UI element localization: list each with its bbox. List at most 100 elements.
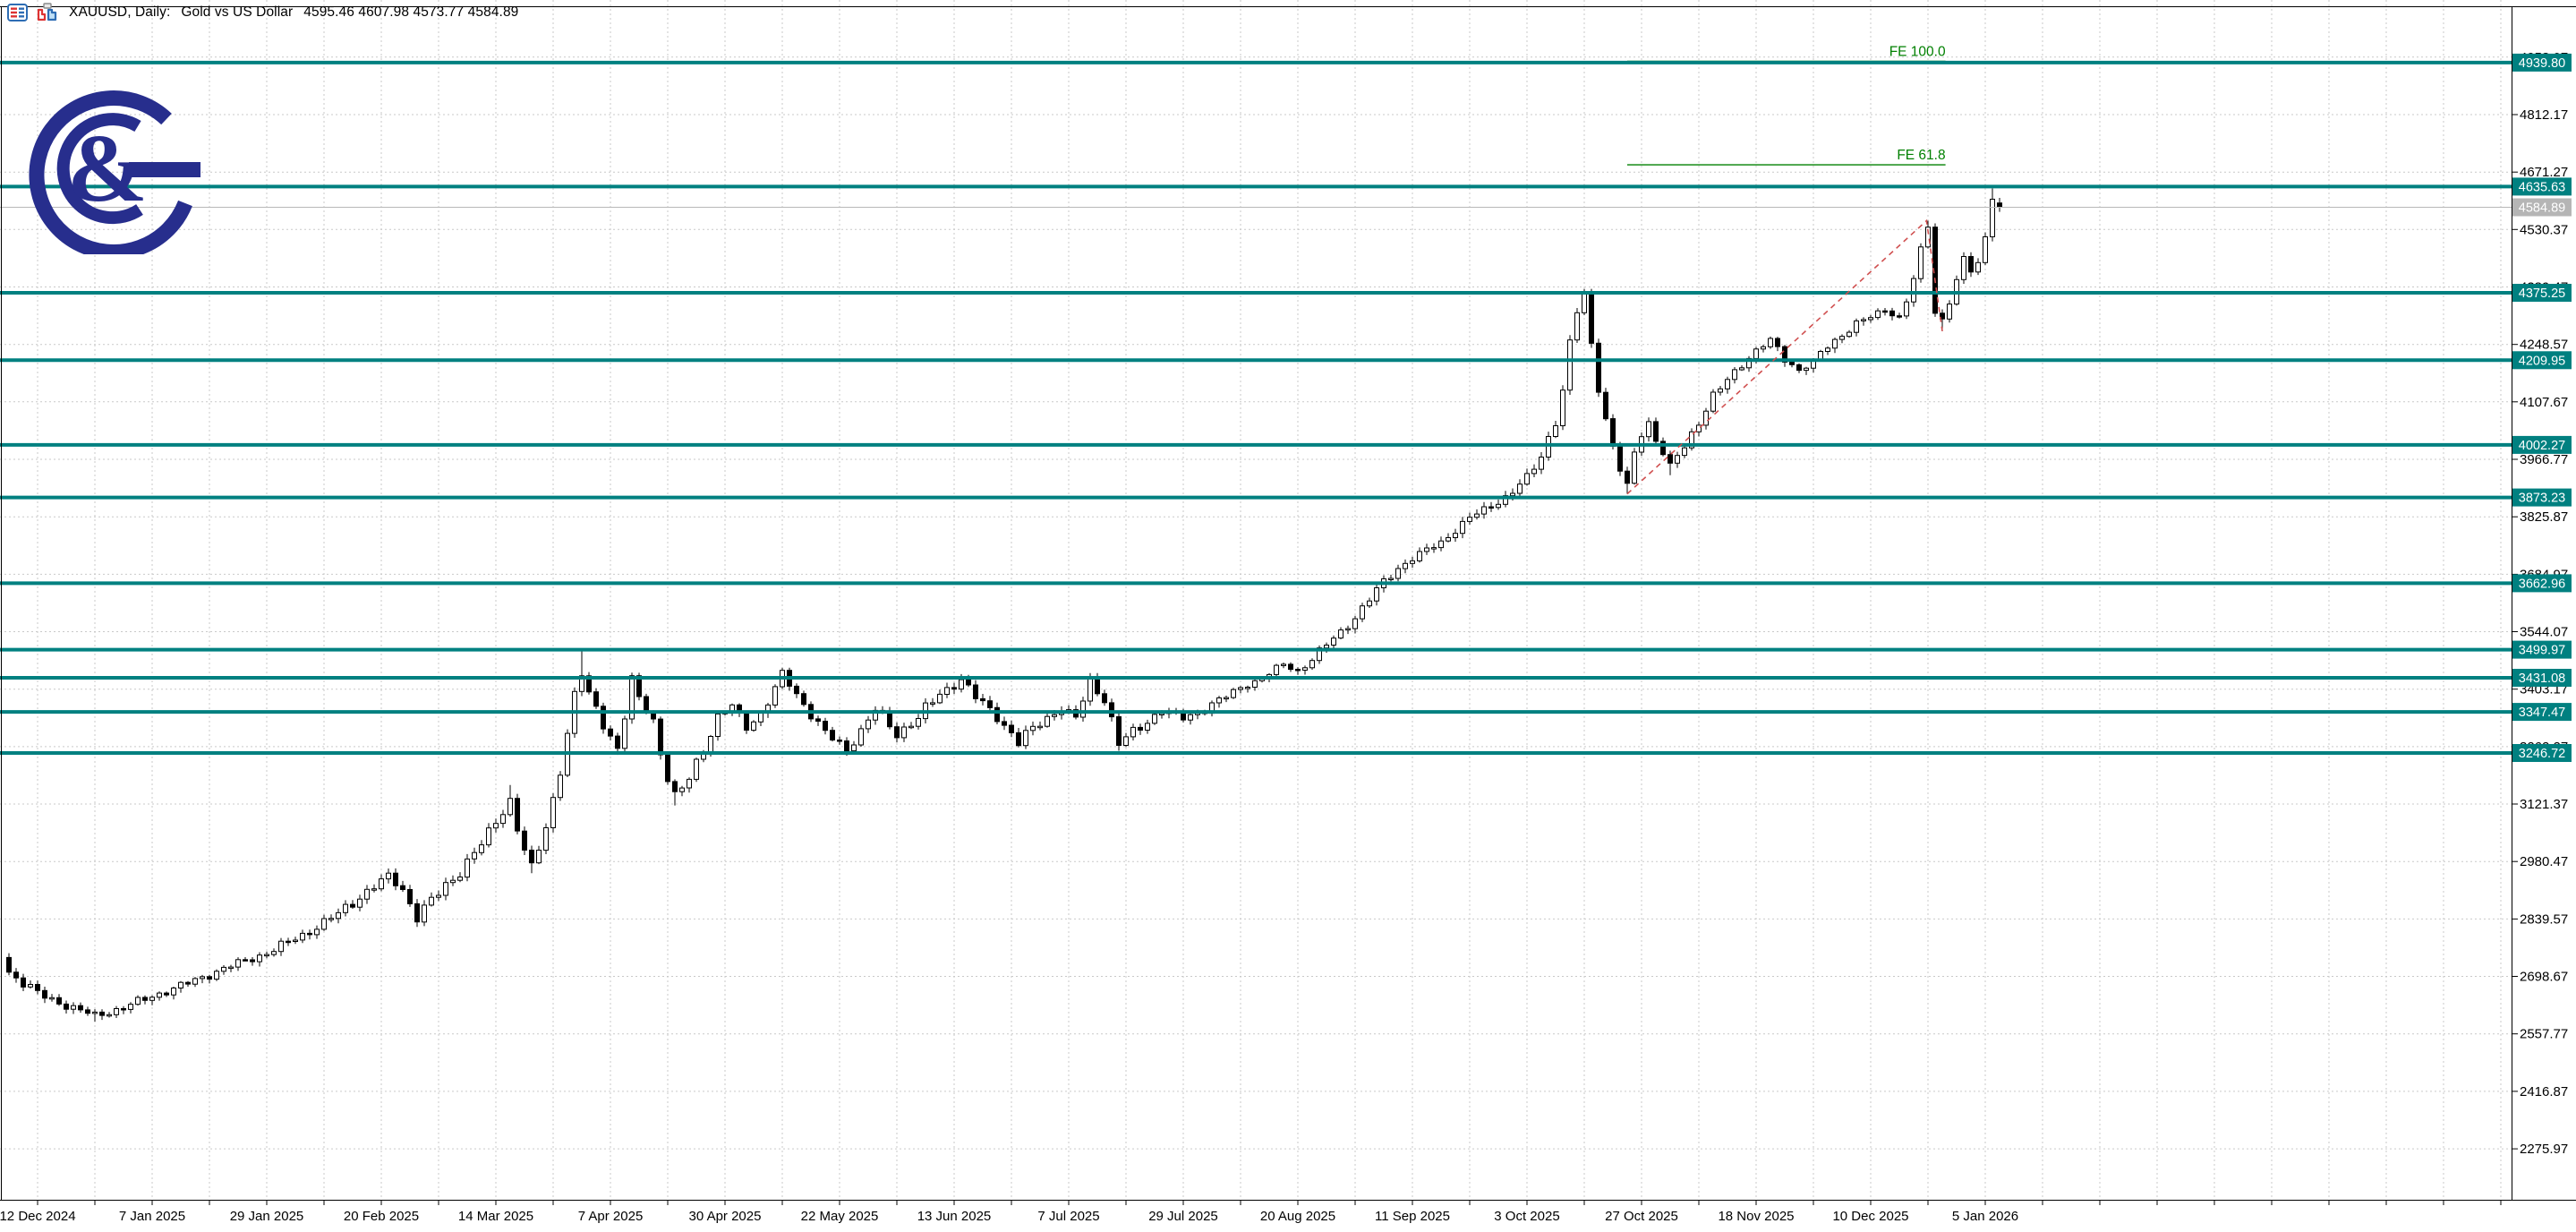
- candle: [78, 1002, 83, 1014]
- candle: [1531, 464, 1537, 477]
- date-label: 7 Apr 2025: [578, 1209, 644, 1224]
- candle-body: [1245, 687, 1250, 689]
- candle-body: [1796, 364, 1802, 372]
- candle: [1889, 307, 1895, 321]
- candle-body: [207, 976, 212, 980]
- price-tick-label: 4248.57: [2520, 338, 2568, 353]
- candle-body: [1188, 714, 1193, 721]
- candle-body: [815, 718, 821, 723]
- date-label: 29 Jan 2025: [230, 1209, 304, 1224]
- logo-crossbar: [129, 162, 200, 177]
- symbol-period-label: XAUUSD, Daily:: [69, 4, 171, 20]
- candle: [1467, 512, 1472, 525]
- candle-body: [1539, 457, 1544, 470]
- candle-body: [350, 903, 355, 908]
- candle-body: [1395, 568, 1401, 579]
- candle-body: [71, 1005, 76, 1010]
- candle: [1410, 556, 1415, 569]
- candle-body: [1632, 451, 1637, 484]
- candle-body: [1961, 256, 1966, 280]
- candle-body: [1975, 261, 1981, 273]
- candle: [1138, 723, 1143, 735]
- price-badge-label: 4939.80: [2519, 56, 2565, 71]
- candle: [629, 672, 635, 724]
- candle-body: [149, 997, 155, 1001]
- candle: [328, 914, 334, 923]
- candle: [135, 995, 141, 1006]
- candle-body: [1438, 540, 1444, 549]
- candle-body: [1689, 431, 1694, 449]
- candle-body: [13, 971, 19, 979]
- candle: [1123, 732, 1129, 748]
- candle-body: [1360, 605, 1365, 620]
- candle: [1481, 501, 1487, 519]
- candle-body: [257, 954, 262, 962]
- candle: [85, 1006, 90, 1016]
- price-badge-bg: [2512, 574, 2572, 593]
- price-badge-bg: [2512, 669, 2572, 687]
- candle-body: [457, 877, 463, 881]
- candle: [1145, 719, 1150, 734]
- candle-body: [1574, 312, 1580, 341]
- candle-body: [264, 954, 269, 957]
- candle: [1553, 421, 1558, 439]
- candle-body: [465, 858, 470, 878]
- candle-body: [1460, 520, 1465, 535]
- candle-body: [579, 675, 584, 692]
- candle-body: [1847, 331, 1852, 338]
- candle: [1560, 385, 1565, 431]
- candle: [465, 853, 470, 882]
- candle-body: [959, 679, 964, 690]
- candle: [293, 937, 298, 945]
- candle-body: [429, 896, 434, 906]
- candle: [92, 1009, 98, 1022]
- candle-body: [1524, 473, 1530, 485]
- candle: [815, 715, 821, 726]
- candle-body: [1875, 310, 1881, 319]
- candle: [1374, 584, 1379, 606]
- candle: [1589, 288, 1594, 348]
- candle-body: [1224, 697, 1229, 700]
- candle-body: [1453, 533, 1458, 539]
- candle-body: [1037, 725, 1043, 729]
- candle: [1574, 308, 1580, 343]
- candle: [593, 688, 599, 709]
- candle-body: [1238, 687, 1243, 690]
- candle-body: [221, 966, 226, 972]
- candle: [794, 683, 799, 698]
- price-badge-label: 3246.72: [2519, 747, 2565, 761]
- candle-body: [1109, 702, 1114, 718]
- candle-body: [987, 700, 993, 708]
- price-badge: 4635.63: [2512, 177, 2572, 196]
- candle-body: [1668, 454, 1673, 464]
- candle: [665, 752, 670, 785]
- candle-body: [200, 976, 205, 980]
- candle-body: [493, 823, 499, 829]
- candle: [243, 957, 248, 962]
- candle-body: [1123, 736, 1129, 747]
- candle: [6, 953, 12, 976]
- candle: [1030, 721, 1036, 736]
- candle-body: [508, 798, 513, 816]
- candle-body: [407, 889, 413, 904]
- candle: [615, 732, 620, 756]
- date-label: 7 Jan 2025: [119, 1209, 185, 1224]
- candle: [1739, 365, 1744, 372]
- candle-body: [1410, 560, 1415, 564]
- candle: [121, 1005, 126, 1014]
- price-badge-bg: [2512, 177, 2572, 196]
- candle: [271, 948, 277, 957]
- candle-body: [436, 894, 441, 898]
- candle-body: [343, 903, 348, 913]
- candle-body: [837, 740, 842, 742]
- candle: [672, 779, 678, 806]
- candle-body: [1546, 436, 1551, 458]
- price-badge-bg: [2512, 703, 2572, 722]
- candle-body: [1388, 578, 1394, 580]
- candle-body: [1023, 730, 1028, 747]
- candle-body: [1431, 547, 1437, 550]
- candle-body: [672, 781, 678, 792]
- candle: [622, 715, 627, 752]
- candle-body: [1753, 348, 1759, 359]
